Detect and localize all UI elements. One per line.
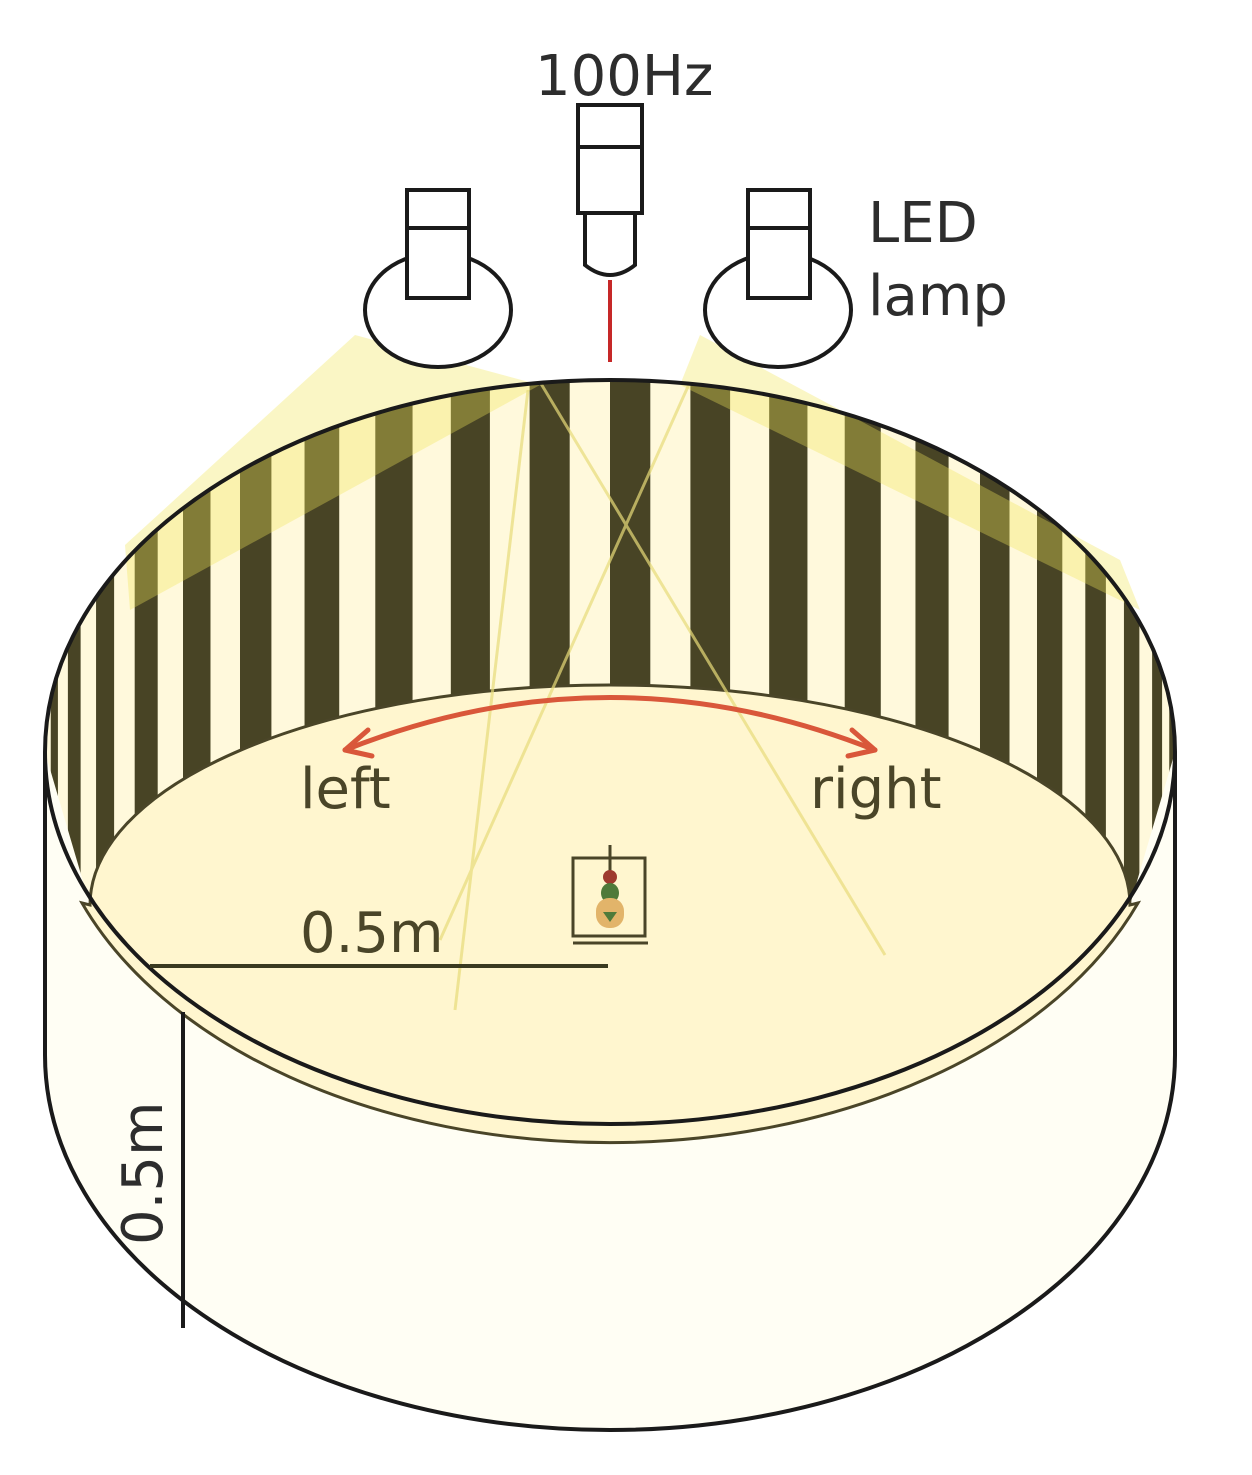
radius-label: 0.5m [300, 901, 444, 966]
camera-rate-label: 100Hz [535, 44, 713, 109]
arena-wall-outline [43, 752, 1177, 1432]
stripe-bar [96, 380, 115, 905]
lamp-label-line2: lamp [868, 264, 1008, 329]
fly-icon [571, 845, 648, 945]
height-label: 0.5m [111, 1101, 176, 1245]
lamp-icon [363, 188, 513, 369]
direction-left-label: left [300, 757, 391, 822]
direction-right-label: right [810, 757, 942, 822]
camera-icon [576, 103, 644, 277]
light-cones [125, 335, 1140, 610]
lamp-icon [703, 188, 853, 369]
lamp-label-line1: LED [868, 191, 978, 256]
double-arrow-icon [342, 695, 878, 759]
light-rays [438, 381, 887, 1011]
stripe-bar [1123, 380, 1140, 905]
